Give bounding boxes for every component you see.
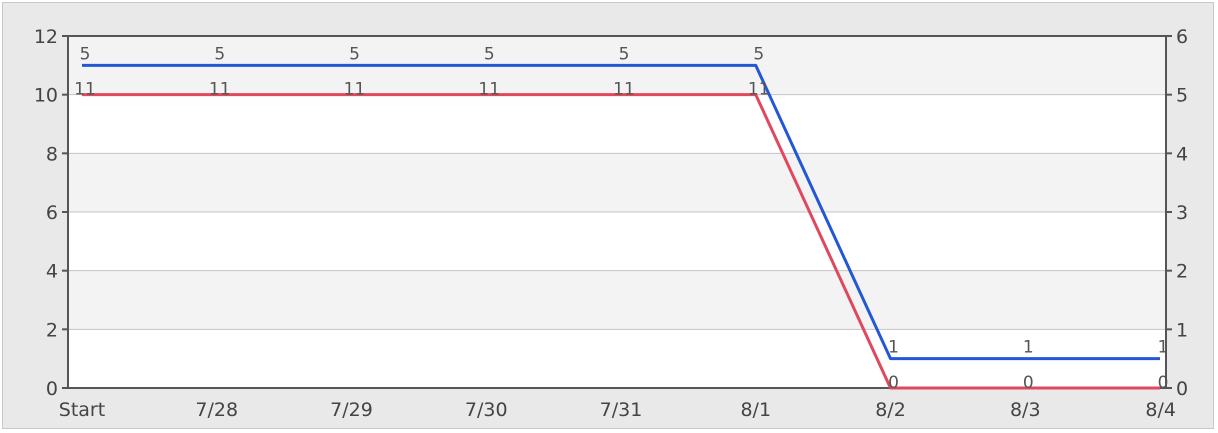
data-label: 1 — [888, 338, 899, 358]
left-tick-label: 12 — [34, 26, 58, 48]
data-label: 11 — [478, 80, 500, 100]
x-tick-label: 7/31 — [600, 399, 643, 421]
data-label: 1 — [1023, 338, 1034, 358]
right-tick-label: 4 — [1176, 143, 1188, 165]
left-tick-label: 8 — [46, 143, 58, 165]
x-tick-label: Start — [59, 399, 105, 421]
data-label: 11 — [748, 80, 770, 100]
plot-band — [68, 153, 1166, 212]
data-label: 1 — [1158, 338, 1169, 358]
x-axis-ticks: Start 7/28 7/29 7/30 7/31 8/1 8/2 8/3 8/4 — [59, 399, 1176, 421]
left-tick-label: 4 — [46, 261, 58, 283]
right-tick-label: 5 — [1176, 85, 1188, 107]
data-label: 5 — [80, 44, 91, 64]
plot-band — [68, 94, 1166, 154]
data-label: 11 — [209, 80, 231, 100]
left-tick-label: 2 — [46, 319, 58, 341]
right-tick-label: 6 — [1176, 26, 1188, 48]
plot-band — [68, 270, 1166, 330]
left-tick-label: 10 — [34, 85, 58, 107]
left-axis-ticks: 0 2 4 6 8 10 12 — [34, 26, 68, 400]
data-labels: 11 11 11 11 11 110 0 05 5 5 5 5 51 1 1 — [74, 44, 1168, 393]
right-tick-label: 0 — [1176, 378, 1188, 400]
data-label: 0 — [888, 373, 899, 393]
x-tick-label: 7/29 — [330, 399, 373, 421]
plot-band — [68, 212, 1166, 271]
x-tick-label: 8/2 — [875, 399, 906, 421]
series-line — [82, 93, 1160, 390]
data-label: 5 — [753, 44, 764, 64]
x-tick-label: 8/4 — [1145, 399, 1176, 421]
series-line — [82, 63, 1160, 361]
right-axis-ticks: 0 1 2 3 4 5 6 — [1166, 26, 1188, 400]
data-label: 0 — [1158, 373, 1169, 393]
left-tick-label: 6 — [46, 202, 58, 224]
data-label: 11 — [613, 80, 635, 100]
data-label: 5 — [349, 44, 360, 64]
data-label: 5 — [214, 44, 225, 64]
plot-bands — [68, 36, 1166, 388]
right-tick-label: 2 — [1176, 261, 1188, 283]
x-tick-label: 8/1 — [740, 399, 771, 421]
data-label: 11 — [74, 80, 96, 100]
data-label: 5 — [484, 44, 495, 64]
left-tick-label: 0 — [46, 378, 58, 400]
right-tick-label: 1 — [1176, 319, 1188, 341]
data-label: 11 — [344, 80, 366, 100]
x-tick-label: 7/30 — [465, 399, 508, 421]
right-tick-label: 3 — [1176, 202, 1188, 224]
data-label: 0 — [1023, 373, 1034, 393]
data-label: 5 — [619, 44, 630, 64]
x-tick-label: 8/3 — [1010, 399, 1041, 421]
x-tick-label: 7/28 — [195, 399, 238, 421]
series-lines — [82, 63, 1160, 390]
